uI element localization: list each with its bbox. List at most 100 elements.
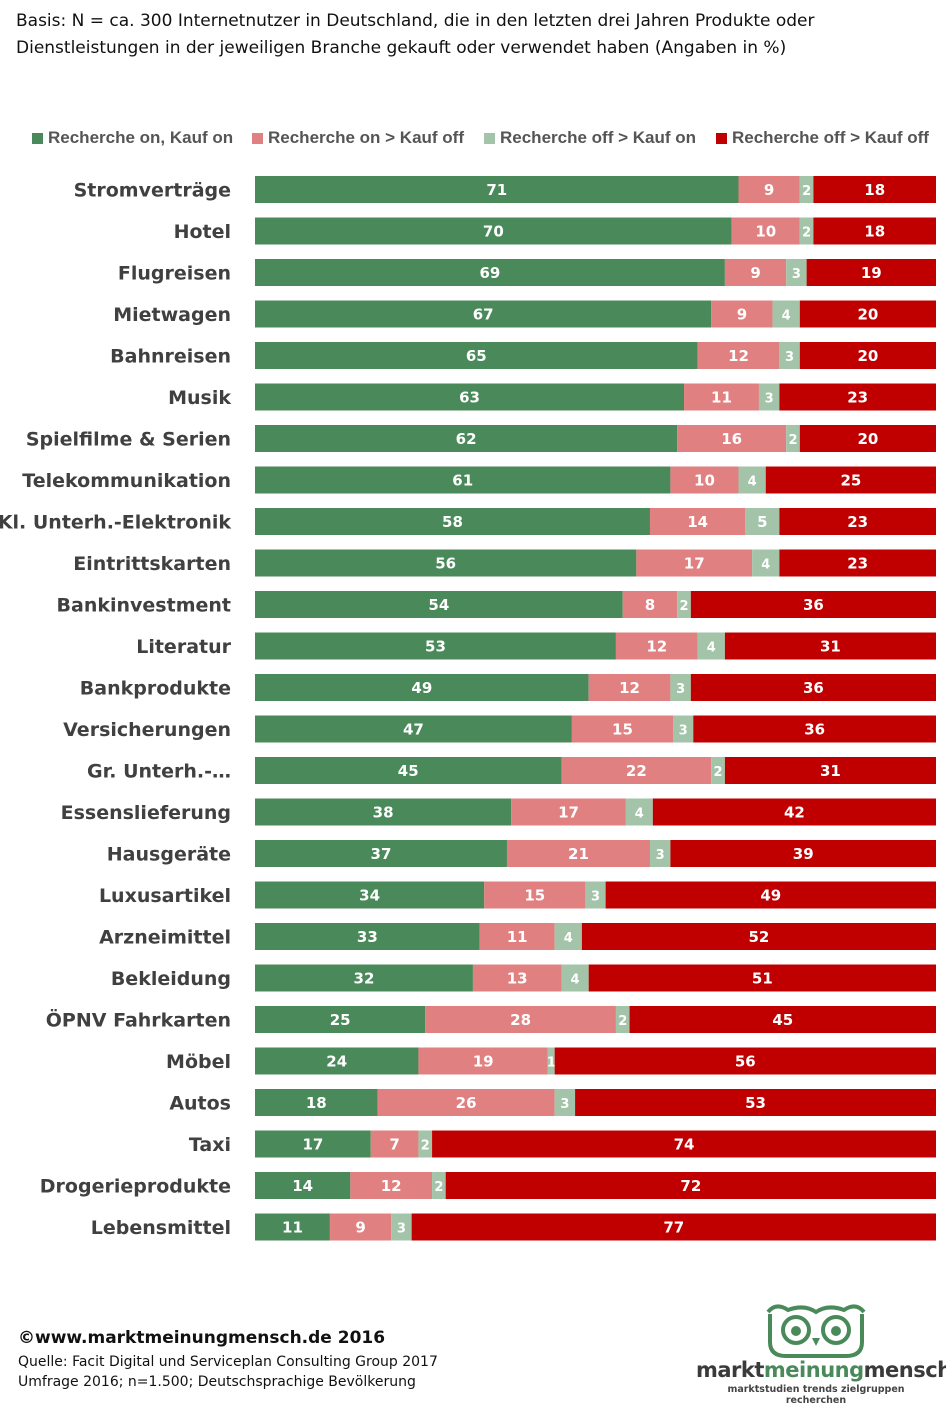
bar-segment (690, 591, 936, 618)
value-label: 15 (612, 721, 633, 739)
bar-segment (255, 1006, 426, 1033)
value-label: 18 (306, 1094, 327, 1112)
value-label: 53 (425, 638, 446, 656)
category-label: Bahnreisen (110, 346, 231, 368)
value-label: 36 (804, 721, 825, 739)
value-label: 53 (745, 1094, 766, 1112)
legend-swatch (716, 132, 727, 144)
value-label: 26 (456, 1094, 477, 1112)
value-label: 17 (684, 555, 705, 573)
value-label: 67 (473, 306, 494, 324)
legend-swatch (252, 132, 263, 144)
bar-segment (806, 259, 936, 286)
bar-segment (670, 466, 739, 494)
legend-label: Recherche off > Kauf on (500, 128, 697, 147)
value-label: 11 (282, 1219, 303, 1237)
value-label: 62 (456, 430, 477, 448)
value-label: 45 (772, 1011, 793, 1029)
value-label: 37 (371, 845, 392, 863)
value-label: 54 (428, 596, 449, 614)
value-label: 4 (761, 558, 770, 573)
logo-wordmark: marktmeinungmensch (696, 1358, 946, 1382)
value-label: 4 (748, 475, 757, 490)
value-label: 23 (847, 555, 868, 573)
bar-segment (615, 1006, 630, 1033)
value-label: 12 (381, 1177, 402, 1195)
value-label: 3 (656, 848, 665, 863)
brand-logo: marktmeinungmensch marktstudien trends z… (696, 1300, 946, 1406)
bar-segment (255, 674, 589, 701)
category-label: Eintrittskarten (73, 553, 231, 575)
bar-segment (377, 1089, 555, 1116)
bar-segment (255, 176, 739, 203)
value-label: 4 (564, 931, 573, 946)
value-label: 3 (560, 1097, 569, 1112)
subtitle-line-2: Dienstleistungen in der jeweiligen Branc… (16, 38, 787, 58)
bar-segment (255, 259, 725, 286)
value-label: 9 (355, 1219, 365, 1237)
bar-segment (697, 342, 780, 369)
bar-segment (255, 425, 678, 452)
category-label: Spielfilme & Serien (26, 429, 231, 451)
value-label: 42 (784, 804, 805, 822)
bar-segment (799, 342, 936, 369)
legend-item-4: Recherche off > Kauf off (716, 128, 929, 148)
value-label: 10 (755, 223, 776, 241)
bar-segment (799, 176, 814, 203)
value-label: 20 (857, 347, 878, 365)
bar-segment (588, 674, 671, 701)
bar-segment (255, 632, 616, 660)
bar-segment (625, 798, 653, 826)
value-label: 15 (524, 887, 545, 905)
bar-segment (255, 1172, 351, 1199)
value-label: 47 (403, 721, 424, 739)
category-label: Versicherungen (63, 719, 231, 741)
source-line-2: Umfrage 2016; n=1.500; Deutschsprachige … (18, 1374, 416, 1390)
bar-segment (484, 881, 586, 909)
bar-segment (670, 674, 691, 701)
bar-segment (506, 840, 650, 867)
value-label: 3 (591, 890, 600, 905)
value-label: 4 (782, 309, 791, 324)
value-label: 3 (679, 724, 688, 739)
legend-label: Recherche on, Kauf on (48, 128, 234, 147)
bar-segment (615, 632, 698, 660)
bar-segment (255, 342, 698, 369)
bar-segment (425, 1006, 616, 1033)
bar-segment (554, 1089, 576, 1116)
category-label: ÖPNV Fahrkarten (46, 1008, 231, 1032)
bar-segment (649, 508, 746, 535)
bar-segment (673, 715, 694, 743)
value-label: 17 (302, 1136, 323, 1154)
bar-segment (711, 757, 725, 784)
value-label: 25 (840, 472, 861, 490)
bar-segment (636, 549, 753, 577)
value-label: 24 (326, 1053, 347, 1071)
chart-subtitle: Basis: N = ca. 300 Internetnutzer in Deu… (16, 8, 936, 62)
bar-segment (418, 1047, 548, 1075)
bar-segment (472, 964, 562, 992)
bar-segment (255, 964, 473, 992)
value-label: 72 (680, 1177, 701, 1195)
bar-segment (745, 508, 780, 535)
bar-segment (255, 383, 685, 411)
bar-segment (779, 342, 800, 369)
logo-word-mensch: mensch (863, 1358, 946, 1382)
legend-swatch (484, 132, 495, 144)
value-label: 39 (793, 845, 814, 863)
bar-segment (779, 508, 936, 535)
value-label: 32 (354, 970, 375, 988)
value-label: 20 (857, 306, 878, 324)
bar-segment (411, 1213, 936, 1241)
category-label: Mietwagen (113, 304, 231, 326)
value-label: 38 (373, 804, 394, 822)
bar-segment (445, 1172, 936, 1199)
chart-legend: Recherche on, Kauf on Recherche on > Kauf… (0, 128, 946, 150)
value-label: 71 (486, 181, 507, 199)
bar-segment (738, 176, 800, 203)
legend-item-2: Recherche on > Kauf off (252, 128, 464, 148)
bar-segment (622, 591, 678, 618)
category-label: Stromverträge (74, 180, 231, 202)
category-label: Kl. Unterh.-Elektronik (0, 512, 231, 534)
